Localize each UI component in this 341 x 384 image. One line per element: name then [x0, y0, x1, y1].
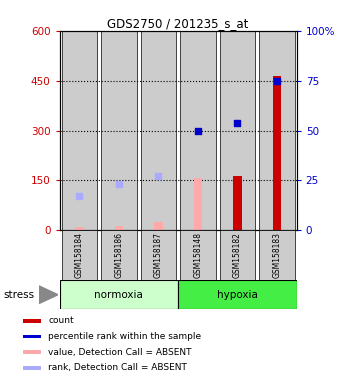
Point: [235, 119, 240, 126]
Bar: [180, 31, 216, 230]
Text: count: count: [48, 316, 74, 325]
Bar: [75, 227, 84, 230]
Text: hypoxia: hypoxia: [217, 290, 258, 300]
Bar: [233, 176, 242, 230]
Bar: [101, 230, 137, 280]
Text: value, Detection Call = ABSENT: value, Detection Call = ABSENT: [48, 348, 192, 357]
Bar: [23, 350, 41, 354]
Bar: [180, 230, 216, 280]
Point: [195, 127, 201, 134]
Bar: [60, 280, 178, 309]
Polygon shape: [39, 286, 58, 303]
Point: [77, 194, 82, 200]
Bar: [101, 31, 137, 230]
Text: GSM158187: GSM158187: [154, 232, 163, 278]
Bar: [23, 319, 41, 323]
Bar: [178, 280, 297, 309]
Bar: [259, 230, 295, 280]
Bar: [194, 178, 202, 230]
Text: GSM158182: GSM158182: [233, 232, 242, 278]
Text: GSM158184: GSM158184: [75, 232, 84, 278]
Bar: [62, 31, 97, 230]
Text: GSM158148: GSM158148: [193, 232, 203, 278]
Text: GSM158183: GSM158183: [272, 232, 281, 278]
Bar: [115, 227, 123, 230]
Point: [156, 174, 161, 180]
Point: [116, 181, 122, 187]
Bar: [220, 31, 255, 230]
Text: stress: stress: [3, 290, 34, 300]
Bar: [259, 31, 295, 230]
Bar: [23, 366, 41, 369]
Text: percentile rank within the sample: percentile rank within the sample: [48, 332, 202, 341]
Bar: [154, 222, 163, 230]
Text: rank, Detection Call = ABSENT: rank, Detection Call = ABSENT: [48, 363, 187, 372]
Text: normoxia: normoxia: [94, 290, 143, 300]
Bar: [140, 230, 176, 280]
Text: GSM158186: GSM158186: [115, 232, 123, 278]
Bar: [272, 76, 281, 230]
Bar: [23, 335, 41, 338]
Bar: [140, 31, 176, 230]
Title: GDS2750 / 201235_s_at: GDS2750 / 201235_s_at: [107, 17, 249, 30]
Bar: [220, 230, 255, 280]
Point: [274, 78, 280, 84]
Bar: [62, 230, 97, 280]
